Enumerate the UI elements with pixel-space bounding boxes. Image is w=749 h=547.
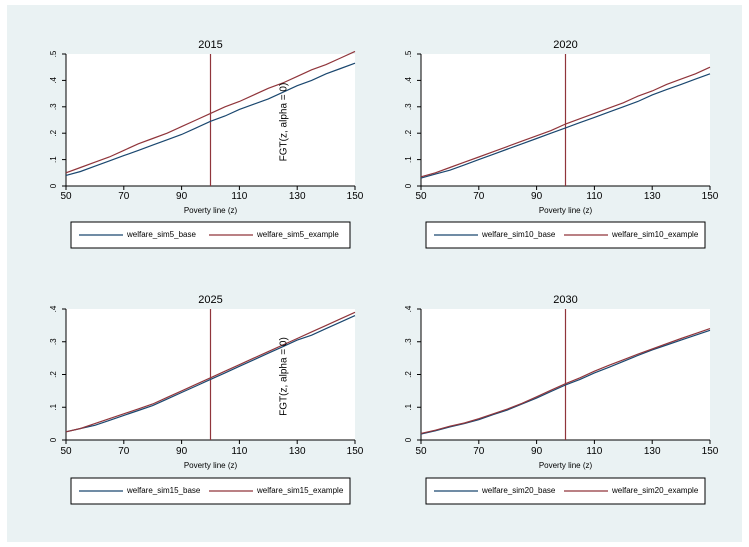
x-tick-label: 130 (644, 446, 661, 457)
series-line-welfare_sim20_example (420, 328, 711, 434)
y-tick-label: .1 (404, 156, 413, 163)
y-tick-label: .2 (404, 129, 413, 136)
y-tick-label: .2 (404, 371, 413, 378)
y-tick-label: .5 (49, 50, 58, 57)
series-line-welfare_sim5_example (65, 50, 356, 174)
chart-panel-2025: 2025 0 .1 .2 .3 .4 50 70 90 110 130 150 Poverty line… (49, 294, 364, 505)
y-tick-label: .1 (49, 403, 58, 410)
x-tick-label: 70 (473, 446, 485, 457)
y-tick-label: .2 (49, 371, 58, 378)
x-tick-label: 90 (531, 446, 543, 457)
chart-title: 2015 (198, 39, 222, 51)
legend: welfare_sim10_base welfare_sim10_example (425, 221, 706, 249)
chart-panel-2015: 2015 0 .1 .2 .3 .4 .5 50 70 90 110 130 150 Poverty li… (49, 39, 364, 249)
legend-label: welfare_sim15_example (256, 486, 344, 495)
legend: welfare_sim5_base welfare_sim5_example (70, 221, 351, 249)
chart-panel-2030: 2030 0 .1 .2 .3 .4 50 70 90 110 130 150 Poverty line… (404, 294, 719, 505)
y-tick-label: .4 (49, 305, 58, 312)
series-line-welfare_sim10_base (420, 73, 711, 179)
x-tick-label: 50 (60, 446, 72, 457)
y-axis-label: FGT(z, alpha = 0) (279, 83, 290, 162)
x-tick-label: 110 (231, 446, 247, 457)
y-axis-label: FGT(z, alpha = 0) (279, 337, 290, 416)
x-tick-label: 150 (702, 191, 719, 202)
x-tick-label: 50 (415, 191, 427, 202)
chart-title: 2030 (553, 294, 577, 306)
legend: welfare_sim15_base welfare_sim15_example (70, 477, 351, 505)
x-tick-label: 150 (702, 446, 719, 457)
legend-label: welfare_sim10_example (611, 230, 699, 239)
x-tick-label: 50 (60, 191, 72, 202)
x-tick-label: 90 (176, 446, 188, 457)
x-tick-label: 150 (347, 191, 364, 202)
y-tick-label: .4 (404, 305, 413, 312)
y-tick-label: 0 (404, 437, 413, 442)
y-tick-label: .3 (404, 103, 413, 110)
y-tick-label: .3 (49, 103, 58, 110)
x-tick-label: 130 (289, 446, 306, 457)
y-tick-label: 0 (49, 437, 58, 442)
y-tick-label: 0 (49, 183, 58, 188)
x-tick-label: 90 (176, 191, 188, 202)
legend: welfare_sim20_base welfare_sim20_example (425, 477, 706, 505)
y-tick-label: .3 (49, 338, 58, 345)
legend-label: welfare_sim15_base (126, 486, 201, 495)
y-tick-label: .1 (404, 403, 413, 410)
x-axis-label: Poverty line (z) (184, 461, 238, 470)
series-line-welfare_sim15_base (65, 315, 356, 433)
x-tick-label: 130 (289, 191, 306, 202)
x-tick-label: 110 (586, 446, 602, 457)
y-tick-label: .4 (49, 77, 58, 84)
y-tick-label: 0 (404, 183, 413, 188)
x-tick-label: 50 (415, 446, 427, 457)
y-tick-label: .5 (404, 50, 413, 57)
x-tick-label: 90 (531, 191, 543, 202)
legend-label: welfare_sim5_base (126, 230, 196, 239)
y-tick-label: .1 (49, 156, 58, 163)
series-line-welfare_sim10_example (420, 66, 711, 178)
series-line-welfare_sim15_example (65, 311, 356, 433)
series-line-welfare_sim5_base (65, 62, 356, 176)
x-tick-label: 110 (586, 191, 602, 202)
y-tick-label: .2 (49, 129, 58, 136)
x-tick-label: 110 (231, 191, 247, 202)
chart-title: 2020 (553, 39, 577, 51)
x-tick-label: 70 (118, 191, 130, 202)
x-tick-label: 130 (644, 191, 661, 202)
chart-panel-2020: 2020 0 .1 .2 .3 .4 .5 50 70 90 110 130 150 Poverty li… (404, 39, 719, 249)
series-line-welfare_sim20_base (420, 329, 711, 435)
y-tick-label: .3 (404, 338, 413, 345)
y-tick-label: .4 (404, 77, 413, 84)
x-tick-label: 70 (473, 191, 485, 202)
x-tick-label: 70 (118, 446, 130, 457)
legend-label: welfare_sim20_base (481, 486, 556, 495)
x-axis-label: Poverty line (z) (539, 461, 593, 470)
legend-label: welfare_sim5_example (256, 230, 339, 239)
legend-label: welfare_sim20_example (611, 486, 699, 495)
chart-title: 2025 (198, 294, 222, 306)
x-axis-label: Poverty line (z) (184, 206, 238, 215)
x-axis-label: Poverty line (z) (539, 206, 593, 215)
legend-label: welfare_sim10_base (481, 230, 556, 239)
x-tick-label: 150 (347, 446, 364, 457)
